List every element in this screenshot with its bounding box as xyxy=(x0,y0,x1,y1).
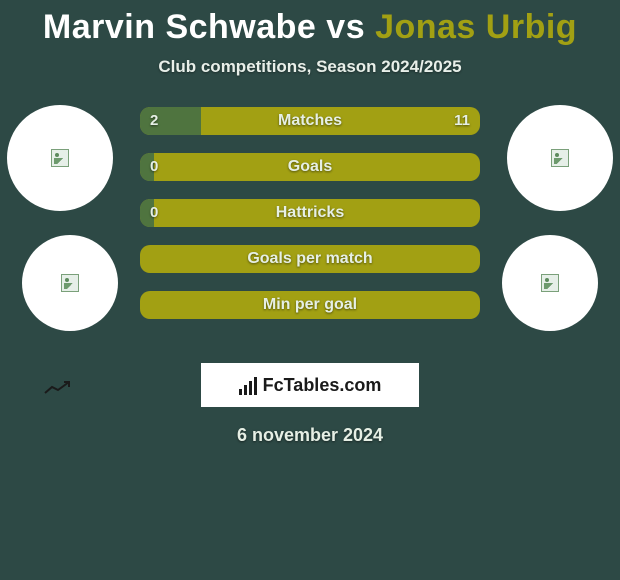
page-title: Marvin Schwabe vs Jonas Urbig xyxy=(0,0,620,47)
logo-box: FcTables.com xyxy=(201,363,419,407)
stat-bar-label: Min per goal xyxy=(140,291,480,319)
title-player2: Jonas Urbig xyxy=(375,8,577,46)
stat-bar-label: Matches xyxy=(140,107,480,135)
stat-bar-row: Matches2 11 xyxy=(140,107,480,135)
title-player1: Marvin Schwabe xyxy=(43,8,316,46)
placeholder-icon xyxy=(61,274,79,292)
placeholder-icon xyxy=(51,149,69,167)
logo-text: FcTables.com xyxy=(263,375,382,396)
placeholder-icon xyxy=(541,274,559,292)
avatar-p2-bottom xyxy=(502,235,598,331)
date-text: 6 november 2024 xyxy=(0,425,620,446)
comparison-stage: Matches211Goals0Hattricks0Goals per matc… xyxy=(0,97,620,347)
stat-bar-left-value: 2 xyxy=(140,107,168,135)
avatar-p2-top xyxy=(507,105,613,211)
placeholder-icon xyxy=(551,149,569,167)
stat-bar-row: Min per goal xyxy=(140,291,480,319)
stat-bar-right-value: 11 xyxy=(444,107,480,135)
stat-bars: Matches211Goals0Hattricks0Goals per matc… xyxy=(140,107,480,319)
avatar-p1-bottom xyxy=(22,235,118,331)
stat-bar-label: Goals per match xyxy=(140,245,480,273)
subtitle: Club competitions, Season 2024/2025 xyxy=(0,57,620,77)
logo-bars-icon xyxy=(239,375,257,395)
stat-bar-row: Goals0 xyxy=(140,153,480,181)
avatar-p1-top xyxy=(7,105,113,211)
stat-bar-label: Hattricks xyxy=(140,199,480,227)
stat-bar-left-value: 0 xyxy=(140,199,168,227)
stat-bar-label: Goals xyxy=(140,153,480,181)
title-vs: vs xyxy=(326,8,365,46)
stat-bar-row: Goals per match xyxy=(140,245,480,273)
stat-bar-row: Hattricks0 xyxy=(140,199,480,227)
stat-bar-left-value: 0 xyxy=(140,153,168,181)
logo-trend-icon xyxy=(44,381,70,395)
